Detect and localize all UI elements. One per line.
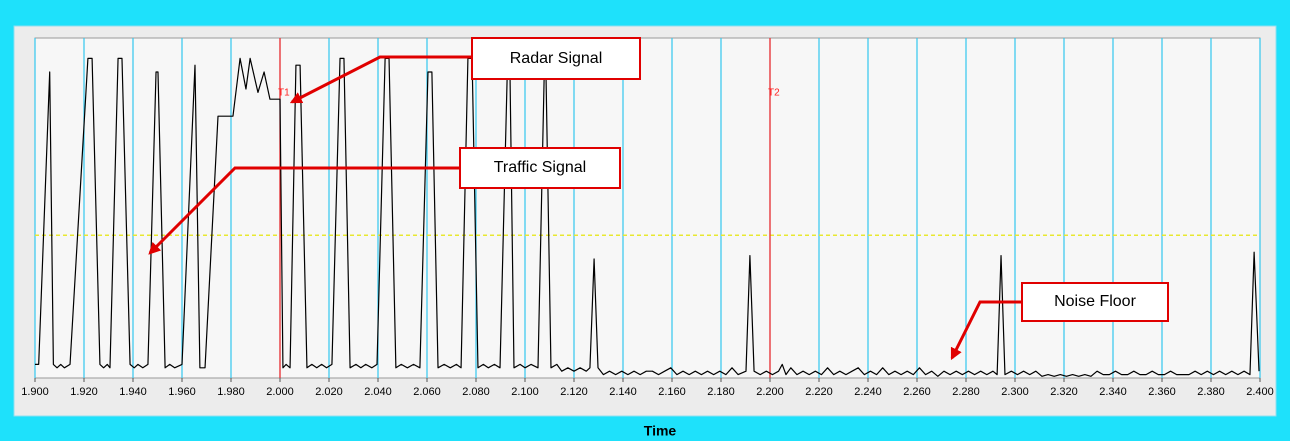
x-tick-label: 1.980	[217, 386, 245, 398]
annotation-arrow	[289, 55, 472, 104]
x-tick-label: 2.040	[364, 386, 392, 398]
x-tick-label: 2.380	[1197, 386, 1225, 398]
x-tick-label: 2.000	[266, 386, 294, 398]
annotation: Noise Floor	[1054, 293, 1136, 310]
annotation-box	[471, 37, 641, 80]
plot-area	[34, 37, 1261, 379]
x-tick-label: 1.960	[168, 386, 196, 398]
x-tick-label: 2.220	[805, 386, 833, 398]
x-tick-label: 2.280	[952, 386, 980, 398]
x-tick-label: 2.140	[609, 386, 637, 398]
x-tick-label: 2.260	[903, 386, 931, 398]
x-tick-label: 2.160	[658, 386, 686, 398]
x-tick-label: 2.100	[511, 386, 539, 398]
annotation: Traffic Signal	[494, 159, 586, 176]
x-tick-label: 2.200	[756, 386, 784, 398]
x-tick-label: 2.180	[707, 386, 735, 398]
plot-layer: 1.900 1.920 1.940 1.960 1.980 2.000 2.020 2.040…	[21, 38, 1274, 398]
x-axis-label: Time	[644, 423, 677, 439]
x-tick-label: 2.360	[1148, 386, 1176, 398]
x-tick-label: 2.020	[315, 386, 343, 398]
annotation-box	[459, 147, 621, 189]
x-tick-label: 2.300	[1001, 386, 1029, 398]
annotation-arrow	[950, 300, 1022, 361]
x-tick-label: 2.320	[1050, 386, 1078, 398]
annotation-arrow	[148, 166, 460, 255]
x-tick-label: 2.400	[1246, 386, 1274, 398]
x-tick-label: 1.940	[119, 386, 147, 398]
cursor-label: T1	[278, 88, 290, 99]
x-tick-label: 2.060	[413, 386, 441, 398]
annotation: Radar Signal	[510, 50, 603, 67]
cursor-label: T2	[768, 88, 780, 99]
x-tick-label: 1.900	[21, 386, 49, 398]
x-tick-label: 2.340	[1099, 386, 1127, 398]
x-tick-label: 1.920	[70, 386, 98, 398]
annotation-box	[1021, 282, 1169, 322]
x-tick-label: 2.240	[854, 386, 882, 398]
x-tick-label: 2.080	[462, 386, 490, 398]
signal-line	[35, 57, 1260, 377]
x-tick-label: 2.120	[560, 386, 588, 398]
